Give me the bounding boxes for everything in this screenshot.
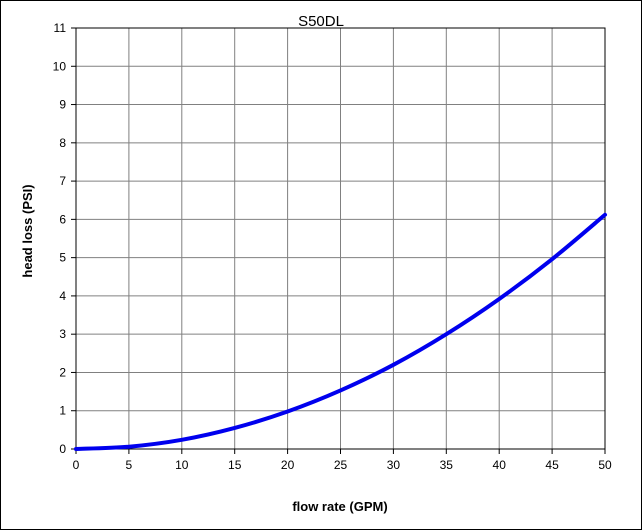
y-tick-label: 1 [59,404,66,418]
x-tick-label: 5 [126,458,133,472]
y-tick-label: 6 [59,212,66,226]
y-tick-label: 4 [59,289,66,303]
x-tick-label: 25 [334,458,348,472]
x-tick-label: 20 [281,458,295,472]
x-tick-label: 40 [493,458,507,472]
chart-title: S50DL [298,13,344,30]
x-tick-label: 15 [228,458,242,472]
x-tick-label: 45 [545,458,559,472]
grid [75,27,606,450]
x-tick-label: 30 [387,458,401,472]
x-tick-label: 10 [175,458,189,472]
y-axis-label: head loss (PSI) [20,184,35,277]
y-tick-label: 7 [59,174,66,188]
y-tick-label: 2 [59,365,66,379]
x-tick-label: 0 [73,458,80,472]
x-axis: 0 5 10 15 20 25 30 35 40 45 50 [73,449,612,472]
y-tick-label: 3 [59,327,66,341]
x-tick-label: 35 [440,458,454,472]
y-tick-label: 10 [53,59,67,73]
y-tick-label: 9 [59,98,66,112]
x-tick-label: 50 [598,458,612,472]
y-tick-label: 11 [54,21,67,35]
y-tick-label: 8 [59,136,66,150]
y-tick-label: 0 [59,442,66,456]
series-line [74,212,607,451]
y-tick-label: 5 [59,251,66,265]
series-group [74,212,607,451]
y-axis: 0 1 2 3 4 5 6 7 8 9 10 11 [53,21,76,456]
x-axis-label: flow rate (GPM) [292,499,387,514]
